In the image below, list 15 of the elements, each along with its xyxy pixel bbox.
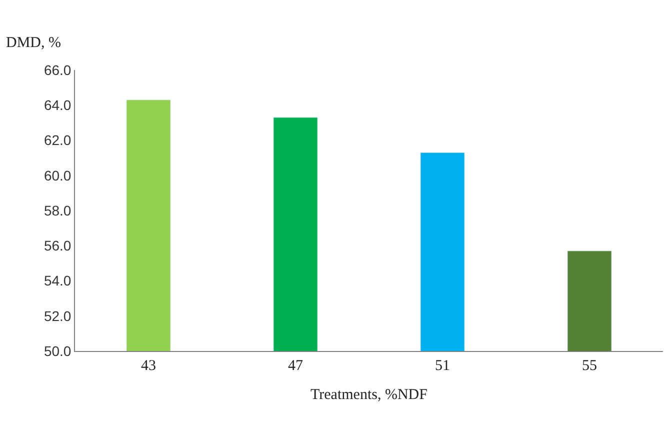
y-tick-label: 52.0 xyxy=(44,308,72,324)
x-axis-title: Treatments, %NDF xyxy=(310,387,428,403)
y-axis-title: DMD, % xyxy=(6,35,61,51)
y-tick-label: 54.0 xyxy=(44,272,72,289)
x-tick-label: 47 xyxy=(288,358,304,374)
y-tick-label: 56.0 xyxy=(44,238,72,254)
y-tick-label: 50.0 xyxy=(44,342,72,359)
y-tick-label: 66.0 xyxy=(44,62,72,78)
y-tick-label: 58.0 xyxy=(44,202,72,218)
x-tick-label: 43 xyxy=(141,358,156,374)
x-tick-label: 55 xyxy=(582,358,597,374)
y-tick-label: 60.0 xyxy=(44,167,72,184)
x-tick-label: 51 xyxy=(435,358,450,374)
y-tick-label: 62.0 xyxy=(44,132,72,148)
y-tick-label: 64.0 xyxy=(44,97,72,114)
